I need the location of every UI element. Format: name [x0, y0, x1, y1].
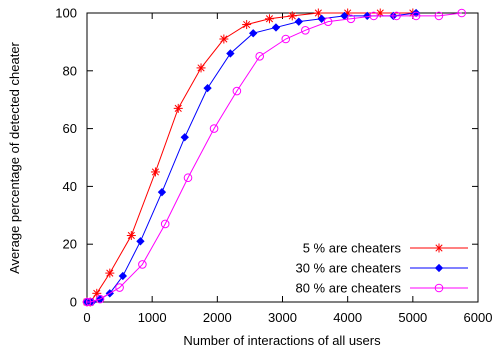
legend-entry-1: 5 % are cheaters: [303, 241, 468, 256]
data-point: [196, 63, 206, 73]
x-tick-label: 2000: [203, 310, 232, 325]
legend-entry-3: 80 % are cheaters: [295, 281, 468, 296]
data-point: [157, 188, 167, 197]
y-tick-label: 40: [63, 179, 77, 194]
data-point: [232, 86, 242, 96]
x-tick-label: 0: [83, 310, 90, 325]
data-point: [301, 26, 310, 35]
data-point: [346, 14, 356, 24]
data-point: [375, 8, 385, 18]
series-group: [82, 8, 467, 307]
data-point: [242, 20, 252, 30]
legend-label: 80 % are cheaters: [295, 281, 401, 296]
series-line: [87, 12, 462, 303]
data-point: [183, 173, 193, 183]
data-point: [160, 219, 170, 229]
y-axis-label: Average percentage of detected cheater: [7, 41, 22, 273]
data-point: [219, 34, 229, 44]
data-point: [95, 294, 105, 304]
series-line: [87, 12, 413, 303]
data-point: [180, 133, 189, 142]
data-point: [323, 17, 333, 26]
data-point: [411, 8, 421, 18]
data-point: [150, 167, 160, 177]
data-point: [369, 11, 379, 21]
data-point: [294, 17, 303, 26]
legend-marker: [434, 243, 444, 253]
series-3: [82, 8, 467, 307]
data-point: [255, 52, 264, 61]
data-point: [249, 29, 258, 38]
legend-label: 5 % are cheaters: [303, 241, 402, 256]
legend-label: 30 % are cheaters: [295, 261, 401, 276]
legend: 5 % are cheaters 30 % are cheaters 80 % ar…: [295, 241, 468, 296]
data-point: [281, 34, 291, 44]
data-point: [115, 283, 124, 292]
x-tick-label: 4000: [333, 310, 362, 325]
data-point: [264, 14, 274, 24]
y-tick-label: 20: [63, 237, 77, 252]
y-tick-label: 60: [63, 121, 77, 136]
data-point: [271, 23, 281, 32]
data-point: [82, 297, 92, 307]
data-point: [136, 237, 145, 246]
legend-marker: [434, 263, 444, 273]
data-point: [411, 11, 421, 21]
x-tick-label: 1000: [138, 310, 167, 325]
data-point: [126, 231, 136, 241]
data-point: [118, 271, 128, 281]
y-tick-label: 100: [55, 6, 77, 21]
data-point: [226, 49, 235, 58]
legend-marker: [434, 283, 444, 293]
data-point: [209, 124, 219, 133]
y-axis: 0 20 40 60 80 100: [55, 6, 478, 310]
data-point: [138, 260, 147, 269]
x-tick-label: 3000: [268, 310, 297, 325]
series-line: [87, 12, 417, 303]
data-point: [392, 11, 401, 21]
y-tick-label: 0: [70, 295, 77, 310]
data-point: [85, 297, 95, 307]
x-axis-label: Number of interactions of all users: [183, 333, 381, 348]
x-axis: 0 1000 2000 3000 4000 5000 6000: [83, 13, 492, 325]
x-tick-label: 5000: [398, 310, 427, 325]
data-point: [317, 14, 326, 23]
data-point: [457, 8, 467, 18]
data-point: [287, 11, 297, 21]
data-point: [434, 11, 444, 21]
x-tick-label: 6000: [464, 310, 493, 325]
y-tick-label: 80: [63, 63, 77, 78]
legend-entry-2: 30 % are cheaters: [295, 261, 468, 276]
data-point: [173, 103, 183, 113]
data-point: [105, 268, 115, 278]
data-point: [203, 83, 212, 93]
data-point: [313, 8, 323, 18]
